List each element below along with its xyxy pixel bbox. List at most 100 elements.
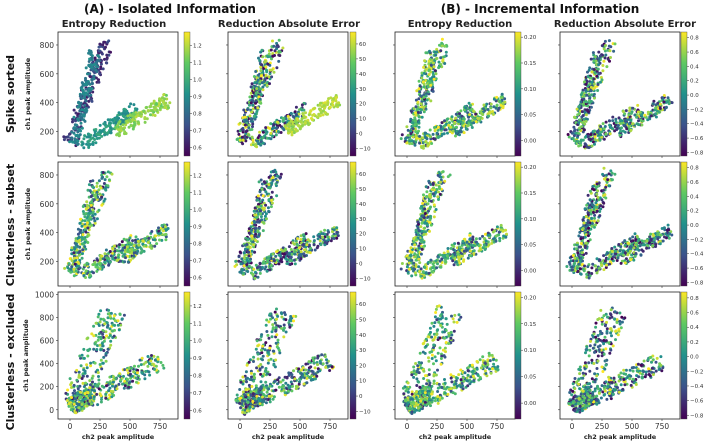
scatter-point <box>417 97 421 101</box>
scatter-point <box>237 254 241 258</box>
scatter-point <box>581 267 585 271</box>
scatter-point <box>303 248 306 252</box>
scatter-point <box>281 249 285 253</box>
scatter-point <box>623 243 627 247</box>
scatter-point <box>288 128 292 132</box>
scatter-point <box>470 107 474 111</box>
scatter-point <box>95 70 99 74</box>
scatter-point <box>603 125 607 128</box>
scatter-point <box>261 55 265 59</box>
scatter-point <box>95 132 99 136</box>
scatter-point <box>605 263 608 267</box>
scatter-point <box>281 116 285 120</box>
scatter-point <box>261 194 265 198</box>
scatter-point <box>579 272 583 276</box>
scatter-point <box>431 183 435 186</box>
scatter-point <box>426 85 430 89</box>
scatter-point <box>243 243 247 247</box>
scatter-point <box>238 121 242 125</box>
scatter-point <box>159 231 163 235</box>
scatter-point <box>419 138 422 142</box>
scatter-point <box>261 229 265 233</box>
scatter-point <box>588 206 592 210</box>
scatter-point <box>79 121 83 125</box>
scatter-point <box>461 121 465 125</box>
colorbar-tick-label: 1.2 <box>193 174 202 180</box>
scatter-point <box>434 53 438 57</box>
scatter-point <box>413 143 417 147</box>
scatter-point <box>125 238 129 242</box>
scatter-point <box>78 250 82 254</box>
scatter-point <box>71 120 74 124</box>
scatter-point <box>607 119 611 123</box>
scatter-point <box>586 134 590 138</box>
y-tick-label: 200 <box>40 257 55 266</box>
scatter-point <box>486 233 490 237</box>
scatter-point <box>323 240 327 244</box>
scatter-point <box>654 245 658 248</box>
scatter-point <box>418 85 422 89</box>
scatter-point <box>464 127 468 131</box>
scatter-point <box>85 142 89 146</box>
scatter-point <box>318 103 322 107</box>
scatter-point <box>92 74 96 78</box>
scatter-point <box>404 136 408 140</box>
scatter-point <box>87 211 91 215</box>
scatter-point <box>400 133 404 137</box>
scatter-point <box>87 146 91 149</box>
scatter-point <box>422 65 426 69</box>
scatter-point <box>261 220 265 224</box>
scatter-point <box>90 87 94 91</box>
scatter-point <box>575 267 579 270</box>
scatter-point <box>269 137 273 141</box>
scatter-point <box>407 256 411 260</box>
scatter-point <box>468 249 472 253</box>
scatter-point <box>270 190 274 194</box>
scatter-point <box>316 237 320 241</box>
scatter-point <box>245 258 249 262</box>
scatter-point <box>293 258 296 262</box>
scatter-point <box>80 236 84 239</box>
y-tick-label: 800 <box>40 171 55 180</box>
scatter-point <box>266 206 270 210</box>
colorbar-tick-label: 0.20 <box>524 35 537 41</box>
scatter-point <box>590 80 594 84</box>
scatter-point <box>126 114 130 118</box>
scatter-point <box>251 125 254 129</box>
scatter-point <box>104 45 107 49</box>
scatter-point <box>624 109 628 113</box>
scatter-point <box>470 126 474 129</box>
y-tick-label: 400 <box>40 99 55 108</box>
panel-r1-c3: 0.200.150.100.050.00 <box>393 31 537 158</box>
scatter-point <box>426 79 430 83</box>
scatter-point <box>293 242 296 246</box>
scatter-point <box>587 276 591 280</box>
colorbar-tick-label: −0.4 <box>690 122 704 128</box>
scatter-point <box>409 132 413 136</box>
scatter-point <box>233 264 237 268</box>
scatter-point <box>307 113 311 117</box>
scatter-point <box>297 253 301 257</box>
scatter-point <box>247 123 251 127</box>
scatter-point <box>619 129 623 133</box>
scatter-point <box>432 186 435 190</box>
scatter-point <box>421 80 425 84</box>
scatter-point <box>293 119 297 123</box>
scatter-point <box>646 110 650 114</box>
scatter-point <box>77 235 81 239</box>
scatter-point <box>596 67 600 71</box>
scatter-point <box>271 178 275 182</box>
scatter-point <box>101 265 105 269</box>
scatter-point <box>272 44 276 48</box>
scatter-point <box>103 57 106 61</box>
scatter-point <box>577 262 581 266</box>
scatter-point <box>100 254 104 258</box>
scatter-point <box>281 126 285 130</box>
scatter-point <box>153 238 157 242</box>
scatter-point <box>409 246 413 250</box>
scatter-point <box>633 254 637 258</box>
scatter-point <box>425 51 429 55</box>
scatter-point <box>632 258 636 262</box>
scatter-point <box>439 125 443 129</box>
scatter-point <box>602 166 606 170</box>
